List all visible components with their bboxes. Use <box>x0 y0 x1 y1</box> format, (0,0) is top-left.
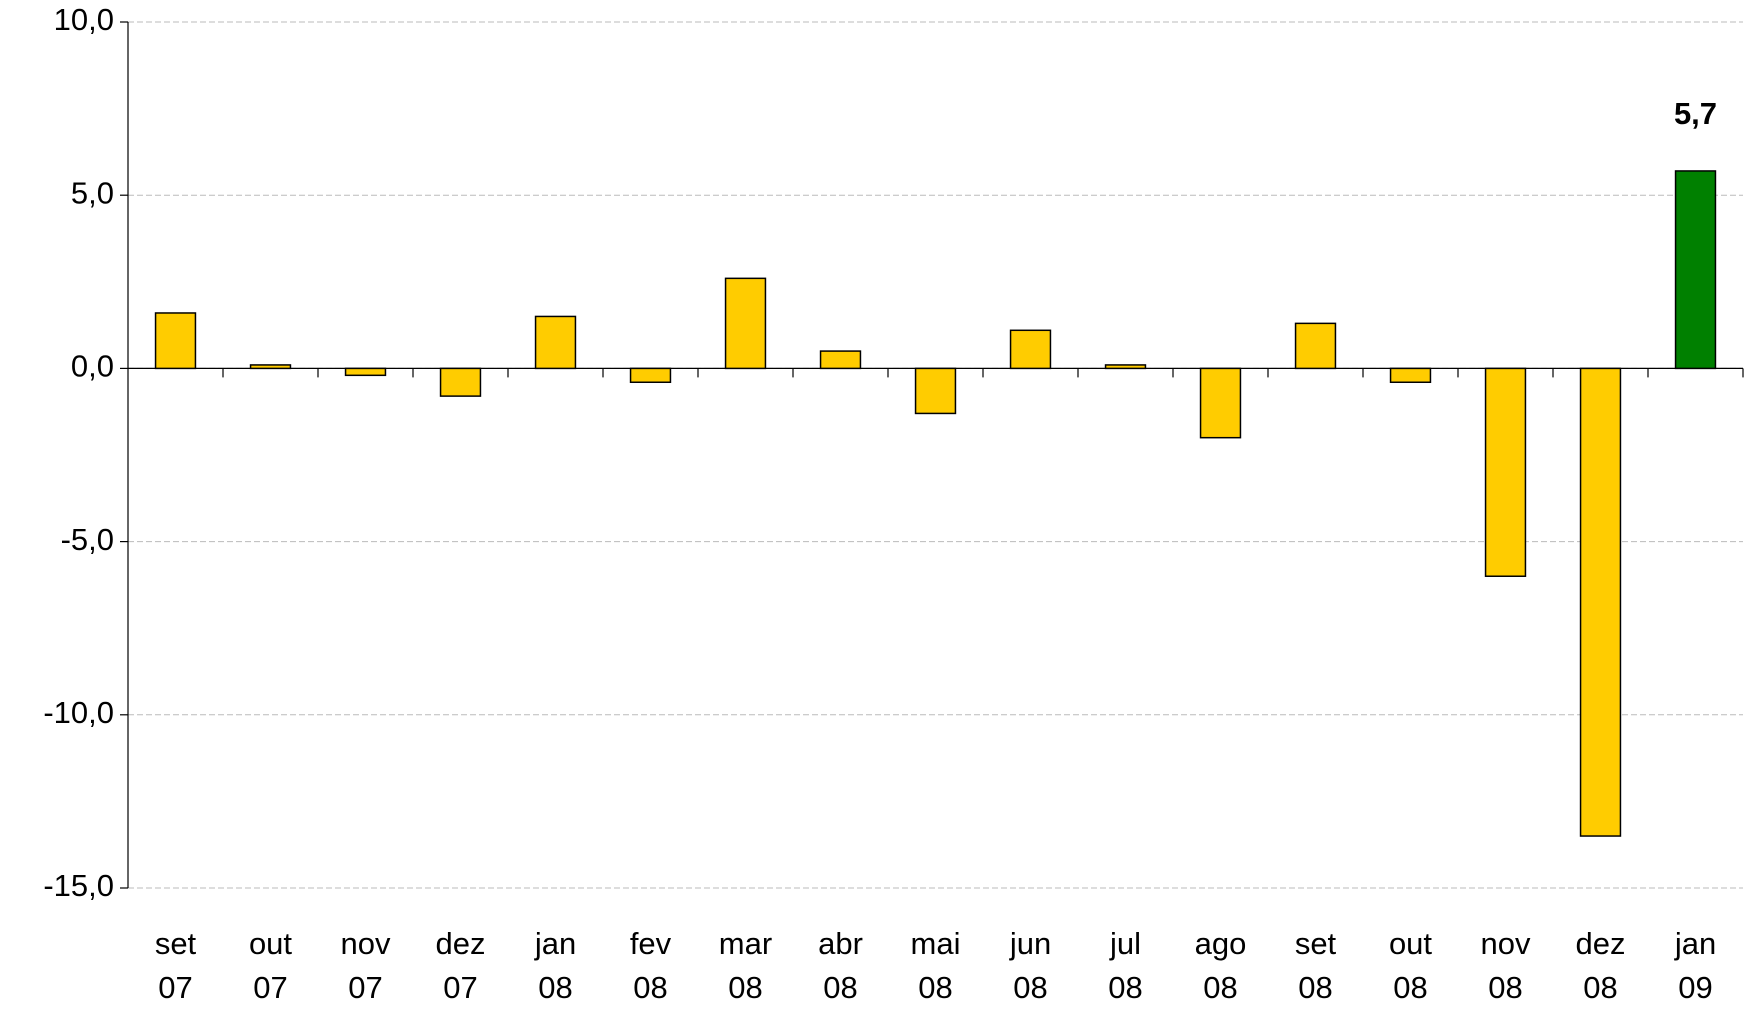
bar <box>1199 367 1242 439</box>
x-tick-label: 08 <box>1108 970 1142 1005</box>
x-tick-label: fev <box>630 926 672 961</box>
x-tick-label: 08 <box>728 970 762 1005</box>
x-tick-label: jul <box>1109 926 1141 961</box>
y-tick-label: -10,0 <box>43 695 114 730</box>
x-tick-label: abr <box>818 926 863 961</box>
x-tick-label: mar <box>719 926 772 961</box>
bar <box>629 367 672 384</box>
y-tick-label: -5,0 <box>61 522 114 557</box>
x-tick-label: jan <box>534 926 576 961</box>
x-tick-label: 09 <box>1678 970 1712 1005</box>
x-tick-label: 08 <box>1393 970 1427 1005</box>
x-tick-label: 08 <box>633 970 667 1005</box>
x-tick-label: dez <box>1576 926 1626 961</box>
x-tick-label: jan <box>1674 926 1716 961</box>
x-tick-label: nov <box>341 926 391 961</box>
bar <box>819 350 862 370</box>
bar <box>1674 170 1717 370</box>
x-tick-label: 07 <box>348 970 382 1005</box>
y-tick-label: 10,0 <box>54 2 114 37</box>
bar <box>534 315 577 370</box>
x-tick-label: 07 <box>158 970 192 1005</box>
x-tick-label: ago <box>1195 926 1247 961</box>
x-tick-label: 08 <box>1203 970 1237 1005</box>
bar <box>249 364 292 370</box>
x-tick-label: dez <box>436 926 486 961</box>
bar <box>1009 329 1052 370</box>
x-tick-label: 08 <box>1298 970 1332 1005</box>
x-tick-label: set <box>155 926 197 961</box>
x-tick-label: 08 <box>538 970 572 1005</box>
x-tick-label: 08 <box>1583 970 1617 1005</box>
bar <box>154 312 197 370</box>
bar <box>1579 367 1622 837</box>
x-tick-label: jun <box>1009 926 1051 961</box>
y-tick-label: 0,0 <box>71 349 114 384</box>
x-tick-label: 07 <box>253 970 287 1005</box>
x-tick-label: 07 <box>443 970 477 1005</box>
x-tick-label: mai <box>911 926 961 961</box>
x-tick-label: nov <box>1481 926 1531 961</box>
x-tick-label: 08 <box>918 970 952 1005</box>
bar <box>1389 367 1432 384</box>
bar <box>724 277 767 370</box>
x-tick-label: 08 <box>1013 970 1047 1005</box>
x-tick-label: set <box>1295 926 1337 961</box>
bar <box>1294 322 1337 370</box>
x-tick-label: out <box>1389 926 1432 961</box>
bar <box>344 367 387 377</box>
bar <box>914 367 957 415</box>
bar <box>1484 367 1527 577</box>
bar <box>439 367 482 397</box>
value-label: 5,7 <box>1674 96 1717 131</box>
bar <box>1104 364 1147 370</box>
y-tick-label: -15,0 <box>43 868 114 903</box>
x-tick-label: 08 <box>1488 970 1522 1005</box>
x-tick-label: 08 <box>823 970 857 1005</box>
x-tick-label: out <box>249 926 292 961</box>
y-tick-label: 5,0 <box>71 175 114 210</box>
